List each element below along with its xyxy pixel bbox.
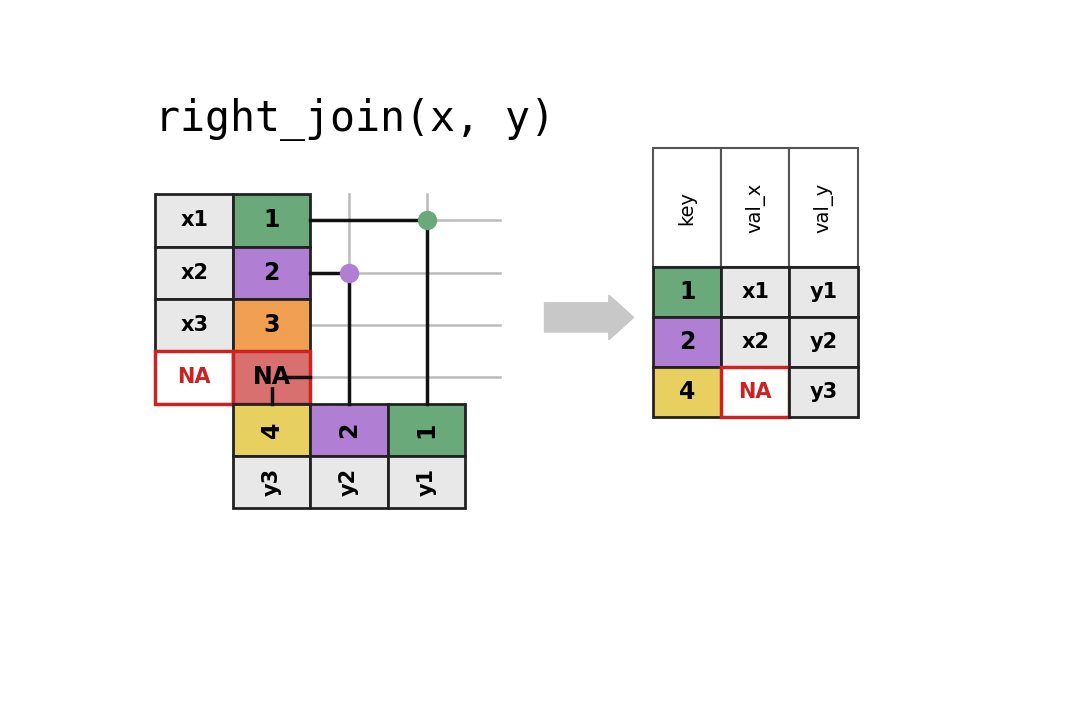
Bar [233, 351, 310, 404]
Bar [653, 267, 721, 318]
Text: key: key [677, 191, 697, 225]
Bar [233, 299, 310, 351]
Bar [721, 367, 790, 418]
Bar [721, 148, 790, 267]
Text: 1: 1 [678, 280, 696, 305]
Text: y1: y1 [416, 468, 437, 496]
Text: y3: y3 [809, 382, 838, 402]
Bar [653, 148, 721, 267]
Text: x3: x3 [180, 315, 209, 335]
Text: right_join(x, y): right_join(x, y) [155, 98, 555, 141]
Text: NA: NA [738, 382, 773, 402]
Bar [233, 246, 310, 299]
Text: y3: y3 [262, 468, 281, 496]
Text: 4: 4 [678, 380, 696, 405]
Bar [233, 194, 310, 246]
Bar [155, 246, 233, 299]
Bar [790, 318, 857, 367]
Bar [233, 404, 310, 456]
Bar [790, 148, 857, 267]
Bar [388, 456, 465, 508]
Bar [790, 267, 857, 318]
Text: x2: x2 [180, 263, 209, 283]
Bar [155, 194, 233, 246]
Bar [155, 351, 233, 404]
Text: x2: x2 [742, 333, 769, 352]
Text: NA: NA [253, 366, 291, 390]
Text: NA: NA [178, 367, 211, 387]
FancyArrow shape [545, 295, 633, 340]
Bar [721, 318, 790, 367]
Text: x1: x1 [742, 282, 769, 302]
Text: y1: y1 [809, 282, 838, 302]
Bar [653, 367, 721, 418]
Bar [388, 404, 465, 456]
Text: 2: 2 [263, 261, 280, 284]
Text: val_x: val_x [746, 183, 765, 233]
Bar [653, 318, 721, 367]
Bar [310, 404, 388, 456]
Text: x1: x1 [180, 210, 209, 230]
Text: y2: y2 [809, 333, 838, 352]
Text: 2: 2 [337, 422, 362, 438]
Text: 2: 2 [678, 330, 696, 354]
Text: 1: 1 [415, 422, 439, 438]
Bar [155, 299, 233, 351]
Text: val_y: val_y [813, 183, 834, 233]
Bar [310, 456, 388, 508]
Text: y2: y2 [339, 468, 360, 496]
Text: 1: 1 [263, 208, 280, 233]
Bar [721, 267, 790, 318]
Bar [233, 456, 310, 508]
Text: 4: 4 [260, 422, 284, 438]
Text: 3: 3 [263, 313, 280, 337]
Bar [790, 367, 857, 418]
